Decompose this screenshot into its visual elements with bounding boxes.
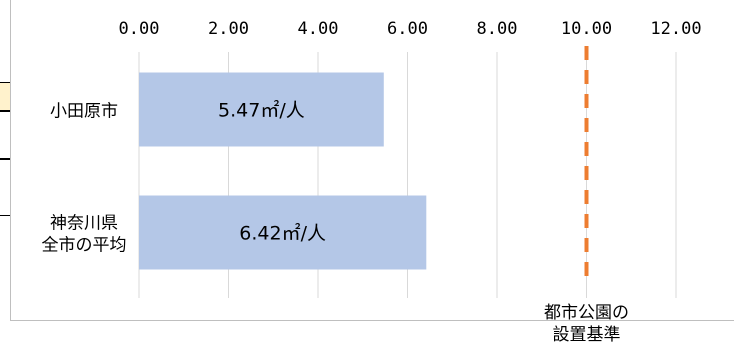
- x-tick-label: 8.00: [477, 19, 518, 39]
- chart-frame-left: [10, 0, 11, 320]
- x-tick-label: 10.00: [561, 19, 612, 39]
- x-tick-label: 6.00: [387, 19, 428, 39]
- data-label: 5.47㎡/人: [218, 99, 305, 122]
- reference-line-label: 都市公園の: [544, 303, 629, 323]
- bar: [139, 72, 384, 147]
- x-tick-label: 12.00: [650, 19, 701, 39]
- category-label: 全市の平均: [42, 236, 127, 256]
- category-label: 神奈川県: [50, 214, 118, 234]
- data-label: 6.42㎡/人: [239, 222, 326, 245]
- reference-line-label: 設置基準: [553, 325, 621, 345]
- chart-frame-bottom: [10, 320, 734, 321]
- category-label: 小田原市: [50, 102, 118, 122]
- bar: [139, 195, 427, 270]
- x-tick-label: 4.00: [298, 19, 339, 39]
- x-tick-label: 2.00: [208, 19, 249, 39]
- x-tick-label: 0.00: [119, 19, 160, 39]
